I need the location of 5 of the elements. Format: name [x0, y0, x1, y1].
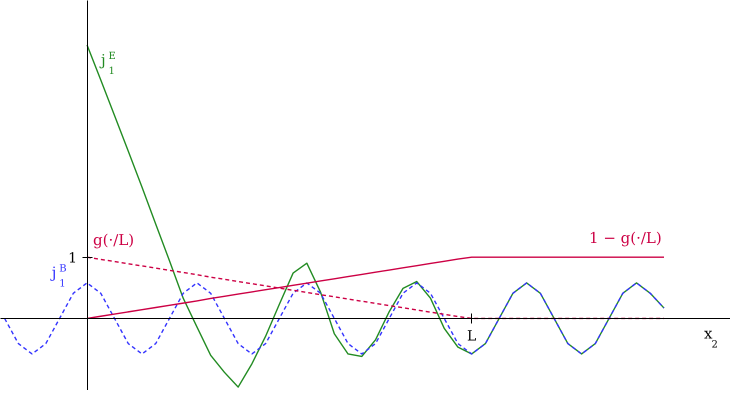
x-axis-title: x2 — [704, 324, 718, 350]
series-label: 1 − g(·/L) — [589, 229, 662, 248]
series-label: g(·/L) — [93, 231, 134, 250]
annotation: 1 — [68, 250, 78, 267]
annotation: L — [467, 328, 476, 344]
